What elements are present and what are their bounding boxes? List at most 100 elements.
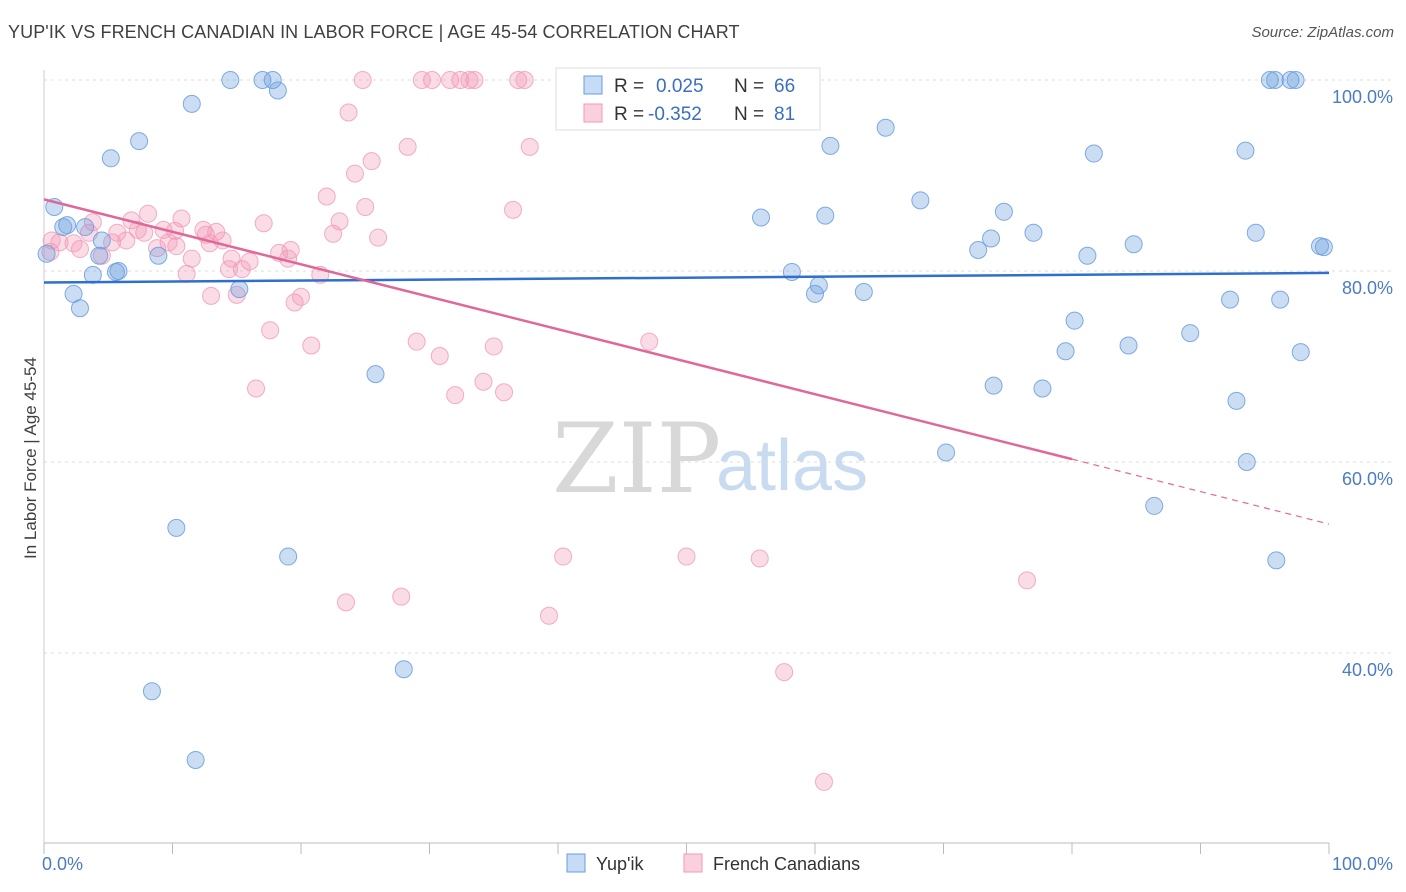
point-french-canadians: [254, 214, 273, 233]
point-french-canadians: [465, 71, 484, 89]
point-french-canadians: [407, 332, 426, 351]
point-yupik: [83, 265, 102, 284]
point-french-canadians: [261, 321, 280, 340]
point-yupik: [1145, 496, 1164, 515]
bottom-legend: Yup'ik French Canadians: [566, 853, 860, 874]
point-yupik: [1246, 223, 1265, 242]
x-tick-label-max: 100.0%: [1332, 854, 1393, 874]
point-french-canadians: [247, 379, 266, 398]
point-french-canadians: [412, 71, 431, 89]
point-yupik: [1266, 71, 1285, 89]
point-french-canadians: [42, 231, 61, 250]
point-yupik: [37, 244, 56, 263]
point-french-canadians: [202, 286, 221, 305]
point-yupik: [1281, 71, 1300, 89]
point-french-canadians: [353, 71, 372, 89]
point-yupik: [1286, 71, 1305, 89]
series-yupik: [37, 71, 1333, 769]
point-yupik: [1033, 379, 1052, 398]
point-french-canadians: [167, 237, 186, 256]
point-french-canadians: [1018, 571, 1037, 590]
point-french-canadians: [446, 386, 465, 405]
axes: [43, 70, 1330, 854]
bottom-legend-swatch-french: [683, 853, 703, 873]
bottom-legend-french: French Canadians: [713, 854, 860, 874]
point-yupik: [221, 71, 240, 89]
point-french-canadians: [540, 606, 559, 625]
point-yupik: [1236, 141, 1255, 160]
legend-r-label-2: R =: [614, 104, 644, 125]
legend-r-value-2: -0.352: [648, 104, 702, 125]
point-french-canadians: [292, 287, 310, 306]
point-yupik: [253, 71, 272, 89]
point-yupik: [1056, 342, 1075, 361]
point-french-canadians: [182, 249, 201, 268]
point-french-canadians: [172, 209, 191, 228]
point-yupik: [752, 208, 771, 227]
point-yupik: [101, 149, 120, 168]
point-french-canadians: [177, 264, 196, 283]
point-yupik: [982, 229, 1001, 248]
point-yupik: [969, 240, 988, 259]
legend-swatch-yupik: [583, 75, 603, 95]
point-yupik: [394, 660, 413, 679]
point-yupik: [268, 81, 287, 100]
point-yupik: [366, 365, 385, 384]
point-french-canadians: [504, 200, 523, 219]
point-french-canadians: [392, 587, 411, 606]
point-french-canadians: [345, 164, 364, 183]
point-french-canadians: [70, 240, 89, 259]
trend-line-french-extrapolated: [1071, 458, 1330, 525]
point-yupik: [186, 750, 205, 769]
legend-r-label-1: R =: [614, 76, 644, 97]
point-yupik: [130, 132, 149, 151]
point-yupik: [854, 283, 873, 302]
point-yupik: [149, 246, 168, 265]
point-french-canadians: [640, 332, 659, 351]
bottom-legend-yupik: Yup'ik: [596, 854, 644, 874]
legend: R = 0.025 N = 66 R = -0.352 N = 81: [555, 67, 821, 131]
point-yupik: [90, 246, 109, 265]
source-credit: Source: ZipAtlas.com: [1251, 24, 1394, 41]
point-french-canadians: [441, 71, 460, 89]
point-yupik: [1181, 324, 1200, 343]
point-yupik: [806, 284, 824, 303]
point-yupik: [167, 518, 186, 537]
watermark: ZIP atlas: [552, 403, 868, 515]
trend-line-yupik: [43, 271, 1330, 284]
point-yupik: [1267, 551, 1286, 570]
legend-n-label-2: N =: [734, 104, 764, 125]
point-french-canadians: [495, 383, 514, 402]
y-tick-label: 80.0%: [1342, 278, 1393, 298]
point-yupik: [911, 191, 930, 210]
point-french-canadians: [430, 346, 449, 365]
point-french-canadians: [108, 223, 127, 242]
point-french-canadians: [474, 372, 493, 391]
point-yupik: [1314, 238, 1333, 257]
legend-n-value-1: 66: [774, 76, 795, 97]
tick-labels: 40.0% 60.0% 80.0% 100.0% 0.0% 100.0%: [42, 87, 1393, 874]
point-french-canadians: [317, 187, 336, 206]
point-yupik: [263, 71, 282, 89]
point-yupik: [1024, 223, 1043, 242]
point-yupik: [994, 202, 1013, 221]
trend-lines: [43, 198, 1330, 525]
point-french-canadians: [677, 547, 696, 566]
point-french-canadians: [281, 240, 300, 259]
point-yupik: [279, 547, 298, 566]
point-yupik: [876, 118, 895, 137]
chart-title: YUP'IK VS FRENCH CANADIAN IN LABOR FORCE…: [8, 22, 740, 42]
legend-n-label-1: N =: [734, 76, 764, 97]
point-french-canadians: [460, 71, 479, 89]
point-french-canadians: [339, 103, 358, 122]
y-axis-title: In Labor Force | Age 45-54: [21, 357, 40, 559]
point-yupik: [1065, 311, 1084, 330]
point-french-canadians: [330, 212, 349, 231]
point-yupik: [1227, 391, 1246, 410]
point-yupik: [984, 376, 1003, 395]
point-yupik: [1084, 144, 1103, 163]
point-yupik: [109, 262, 128, 280]
point-french-canadians: [423, 71, 442, 89]
point-french-canadians: [302, 336, 321, 355]
trend-line-french: [43, 198, 1073, 461]
